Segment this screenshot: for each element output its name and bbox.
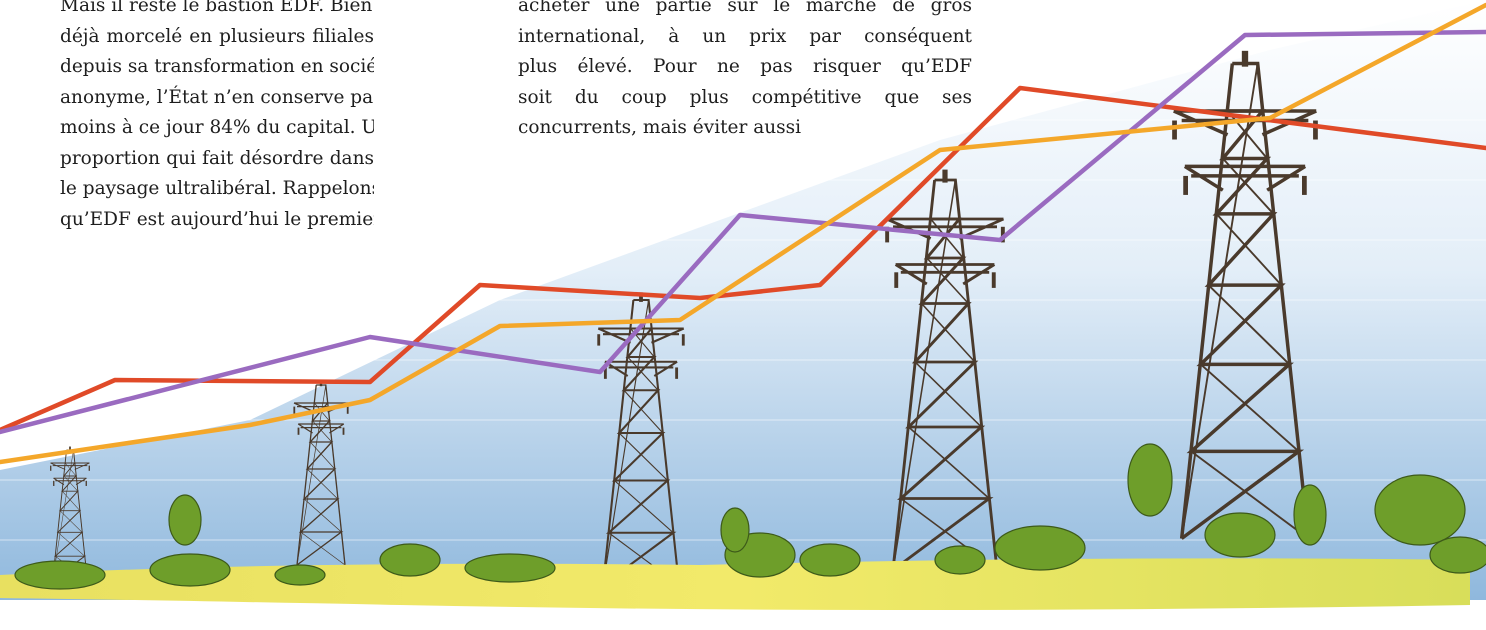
text-line: déjà morcelé en plusieurs filiales (60, 22, 374, 53)
text-line: acheter une partie sur le marché de gros (518, 0, 972, 22)
text-line: proportion qui fait désordre dans (60, 144, 374, 175)
text-line: Mais il reste le bastion EDF. Bien que (60, 0, 374, 22)
text-column: Mais il reste le bastion EDF. Bien quedé… (60, 0, 374, 235)
text-line: depuis sa transformation en société (60, 52, 374, 83)
text-line: concurrents, mais éviter aussi (518, 113, 972, 144)
text-line: international, à un prix par conséquent (518, 22, 972, 53)
text-line: qu’EDF est aujourd’hui le premier (60, 205, 374, 236)
text-column: acheter une partie sur le marché de gros… (518, 0, 972, 144)
text-line: plus élevé. Pour ne pas risquer qu’EDF (518, 52, 972, 83)
text-line: anonyme, l’État n’en conserve pas (60, 83, 374, 114)
text-line: le paysage ultralibéral. Rappelons (60, 174, 374, 205)
text-line: moins à ce jour 84% du capital. Une (60, 113, 374, 144)
page: {"columns": [ {"lines": ["Mais il reste … (0, 0, 1486, 630)
text-line: soit du coup plus compétitive que ses (518, 83, 972, 114)
